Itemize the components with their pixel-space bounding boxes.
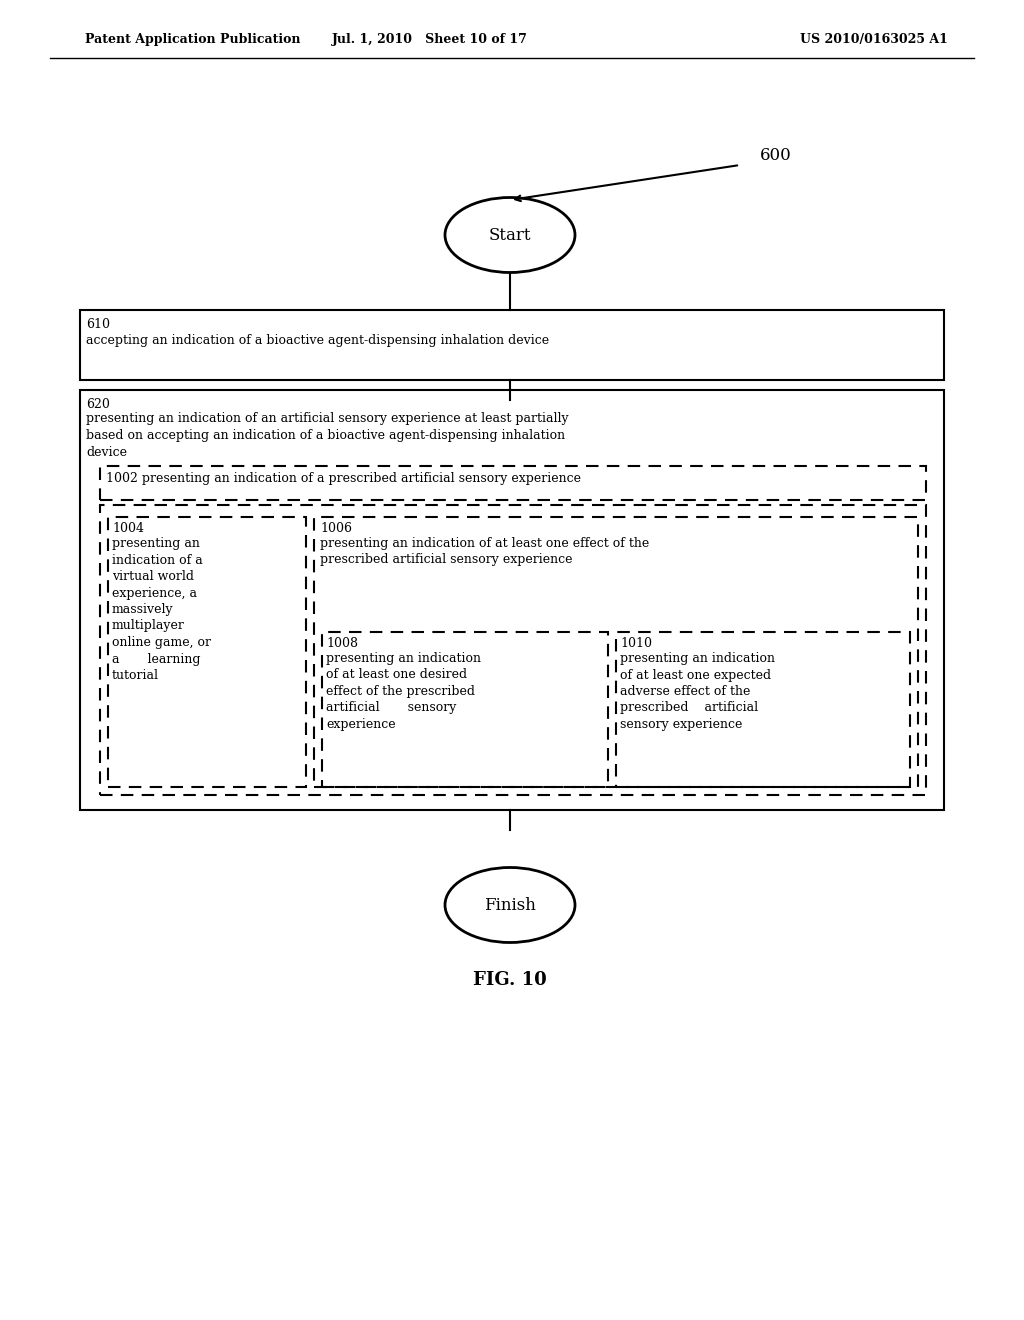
Text: accepting an indication of a bioactive agent-dispensing inhalation device: accepting an indication of a bioactive a… xyxy=(86,334,549,347)
Text: presenting an indication
of at least one desired
effect of the prescribed
artifi: presenting an indication of at least one… xyxy=(326,652,481,731)
Text: 1010: 1010 xyxy=(620,638,652,649)
Text: 610: 610 xyxy=(86,318,110,331)
Text: 1002 presenting an indication of a prescribed artificial sensory experience: 1002 presenting an indication of a presc… xyxy=(106,473,581,484)
Text: 600: 600 xyxy=(760,147,792,164)
Text: Finish: Finish xyxy=(484,896,536,913)
Text: Jul. 1, 2010   Sheet 10 of 17: Jul. 1, 2010 Sheet 10 of 17 xyxy=(332,33,528,46)
Ellipse shape xyxy=(445,198,575,272)
Text: Patent Application Publication: Patent Application Publication xyxy=(85,33,300,46)
Ellipse shape xyxy=(445,867,575,942)
Text: 620: 620 xyxy=(86,399,110,411)
Text: US 2010/0163025 A1: US 2010/0163025 A1 xyxy=(800,33,948,46)
Text: 1004: 1004 xyxy=(112,521,144,535)
Text: FIG. 10: FIG. 10 xyxy=(473,972,547,989)
Text: presenting an
indication of a
virtual world
experience, a
massively
multiplayer
: presenting an indication of a virtual wo… xyxy=(112,537,211,682)
Text: presenting an indication
of at least one expected
adverse effect of the
prescrib: presenting an indication of at least one… xyxy=(620,652,775,731)
Text: presenting an indication of an artificial sensory experience at least partially
: presenting an indication of an artificia… xyxy=(86,412,568,459)
Text: 1008: 1008 xyxy=(326,638,358,649)
Text: 1006: 1006 xyxy=(319,521,352,535)
Text: Start: Start xyxy=(488,227,531,243)
Text: presenting an indication of at least one effect of the
prescribed artificial sen: presenting an indication of at least one… xyxy=(319,537,649,566)
